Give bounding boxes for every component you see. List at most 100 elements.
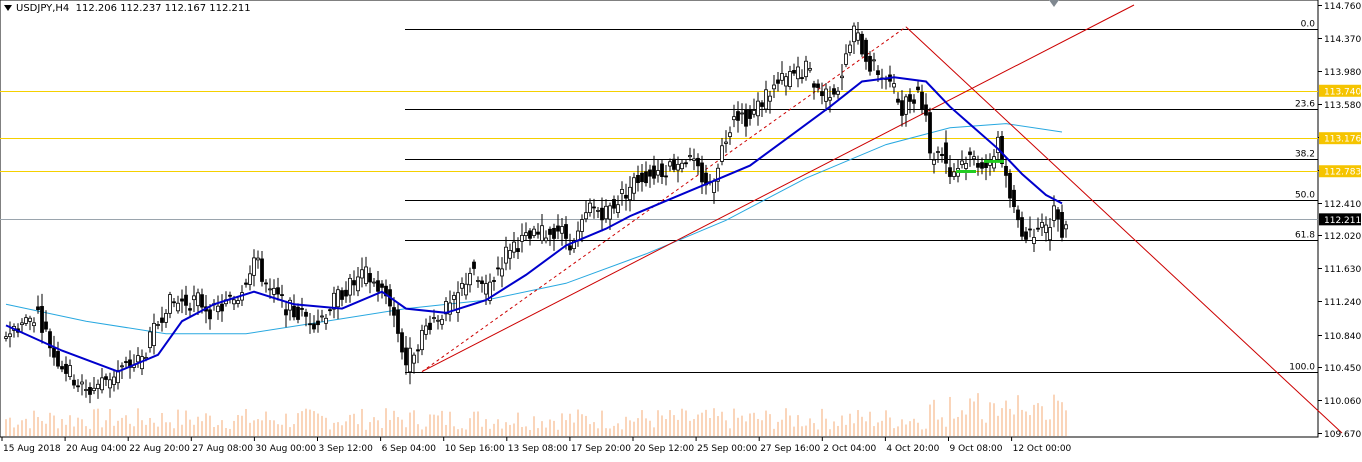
candle-body-bear — [980, 162, 984, 169]
symbol-header: USDJPY,H4 112.206 112.237 112.167 112.21… — [4, 3, 251, 14]
candle — [824, 83, 828, 112]
volume-bar — [697, 414, 699, 436]
candle-body-bear — [812, 83, 816, 88]
volume-bar — [921, 429, 923, 436]
candle — [660, 159, 664, 184]
candle — [152, 313, 156, 355]
candle — [544, 230, 548, 244]
volume-bar — [165, 422, 167, 436]
time-tick-label: 25 Sep 00:00 — [697, 444, 757, 454]
candle-body-bull — [356, 276, 360, 292]
volume-bar — [593, 422, 595, 436]
volume-bar — [1061, 402, 1063, 436]
level-tag: 112.783 — [1319, 165, 1361, 178]
price-tick-label: 111.240 — [1324, 298, 1361, 308]
candle-body-bull — [120, 365, 124, 368]
candle — [608, 202, 612, 230]
candle-body-bear — [376, 280, 380, 292]
candle-body-bear — [864, 39, 868, 62]
volume-bar — [317, 413, 319, 436]
current-price-tag-bg — [1319, 213, 1361, 226]
volume-bar — [125, 415, 127, 436]
candle — [700, 155, 704, 195]
volume-bar — [713, 408, 715, 436]
volume-bar — [129, 423, 131, 436]
candle — [912, 94, 916, 113]
candle — [812, 80, 816, 100]
candle — [216, 295, 220, 320]
volume-bar — [49, 412, 51, 436]
candle — [528, 228, 532, 246]
candle — [944, 130, 948, 174]
candle-body-bull — [440, 318, 444, 325]
candle — [964, 156, 968, 181]
candle-body-bear — [40, 306, 44, 333]
candle-body-bull — [424, 325, 428, 335]
candle-body-bear — [228, 294, 232, 297]
candle-body-bear — [340, 290, 344, 300]
volume-bar — [73, 426, 75, 436]
volume-bar — [57, 428, 59, 436]
candle — [252, 249, 256, 287]
volume-bar — [641, 410, 643, 436]
candle — [592, 198, 596, 219]
candle — [604, 199, 608, 223]
volume-bar — [873, 426, 875, 436]
candle — [980, 157, 984, 175]
candle — [332, 286, 336, 319]
candle-body-bull — [608, 205, 612, 220]
candle-body-bull — [764, 89, 768, 110]
volume-bar — [185, 410, 187, 436]
volume-bar — [581, 414, 583, 436]
candle — [320, 309, 324, 322]
volume-bar — [957, 416, 959, 436]
fibonacci-levels: 0.0 23.6 38.2 50.0 61.8 100.0 — [405, 20, 1318, 373]
candle-body-bear — [160, 317, 164, 323]
candle-body-bull — [448, 302, 452, 315]
candle-body-bear — [820, 91, 824, 97]
volume-bar — [365, 429, 367, 436]
trendline-downtrend — [905, 26, 1343, 434]
candle-body-bear — [900, 100, 904, 116]
candle-body-bull — [164, 313, 168, 323]
volume-bar — [229, 428, 231, 436]
candle-body-bull — [904, 96, 908, 115]
time-tick-label: 9 Oct 08:00 — [950, 444, 1003, 454]
candle-body-bear — [1020, 217, 1024, 237]
menu-triangle-icon[interactable] — [4, 5, 12, 11]
candle-body-bear — [264, 282, 268, 285]
volume-bar — [869, 411, 871, 436]
volume-bar — [485, 419, 487, 436]
candle-body-bear — [1008, 172, 1012, 199]
volume-bar — [141, 420, 143, 436]
candle-body-bear — [896, 98, 900, 103]
volume-bar — [221, 420, 223, 436]
fib-level-label: 61.8 — [1295, 231, 1315, 241]
candle — [268, 278, 272, 299]
candle-body-bear — [1036, 227, 1040, 230]
candle-body-bull — [484, 283, 488, 295]
trendlines — [421, 4, 1343, 434]
volume-bar — [825, 418, 827, 436]
volume-bar — [797, 415, 799, 436]
candle-body-bull — [288, 299, 292, 311]
candle-body-bear — [636, 174, 640, 184]
volume-bar — [729, 428, 731, 436]
candle-body-bull — [964, 163, 968, 169]
candle-body-bear — [736, 111, 740, 121]
volume-bar — [321, 415, 323, 436]
candle-body-bull — [808, 68, 812, 71]
candle — [500, 257, 504, 288]
candle — [156, 321, 160, 330]
candle-body-bull — [936, 151, 940, 153]
volume-bar — [481, 426, 483, 436]
volume-bar — [273, 420, 275, 436]
candle-body-bull — [28, 317, 32, 322]
candle-body-bull — [112, 376, 116, 385]
candle-body-bear — [60, 366, 64, 370]
volume-bar — [861, 416, 863, 436]
volume-bar — [97, 408, 99, 436]
candle-body-bull — [828, 97, 832, 101]
candle — [80, 374, 84, 396]
